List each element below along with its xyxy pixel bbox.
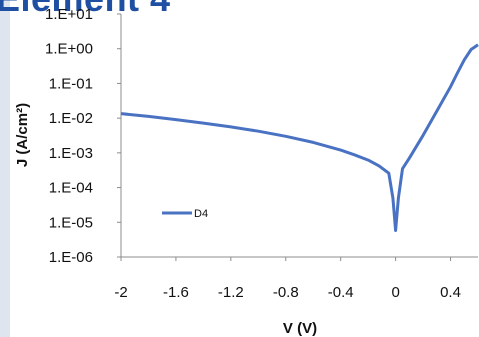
y-tick-label: 1.E-02 <box>49 110 93 127</box>
x-tick-label: -1.2 <box>218 284 244 301</box>
chart-series <box>120 43 479 232</box>
y-tick-label: 1.E-01 <box>49 75 93 92</box>
chart-ticks: 1.E-06 1.E-05 1.E-04 1.E-03 1.E-02 1.E-01 1.E+… <box>45 6 461 301</box>
y-tick-label: 1.E-03 <box>49 145 93 162</box>
slide-heading: Element 4 <box>0 0 171 20</box>
y-tick-label: 1.E-06 <box>49 249 93 266</box>
slide-left-strip <box>0 0 10 337</box>
chart-legend: D4 <box>162 208 208 220</box>
y-tick-label: 1.E+00 <box>45 41 93 58</box>
series-line-d4 <box>120 43 479 232</box>
y-axis-title: J (A/cm²) <box>14 103 31 167</box>
x-axis-title: V (V) <box>283 320 317 337</box>
y-tick-label: 1.E+01 <box>45 6 93 23</box>
x-tick-label: -0.4 <box>328 284 354 301</box>
chart-axes <box>120 14 478 258</box>
y-tick-label: 1.E-05 <box>49 214 93 231</box>
x-tick-label: 0.4 <box>440 284 461 301</box>
legend-label: D4 <box>194 208 208 220</box>
y-tick-label: 1.E-04 <box>49 180 93 197</box>
x-tick-label: 0 <box>391 284 399 301</box>
x-tick-label: -1.6 <box>163 284 189 301</box>
x-tick-label: -2 <box>114 284 127 301</box>
x-tick-label: -0.8 <box>273 284 299 301</box>
